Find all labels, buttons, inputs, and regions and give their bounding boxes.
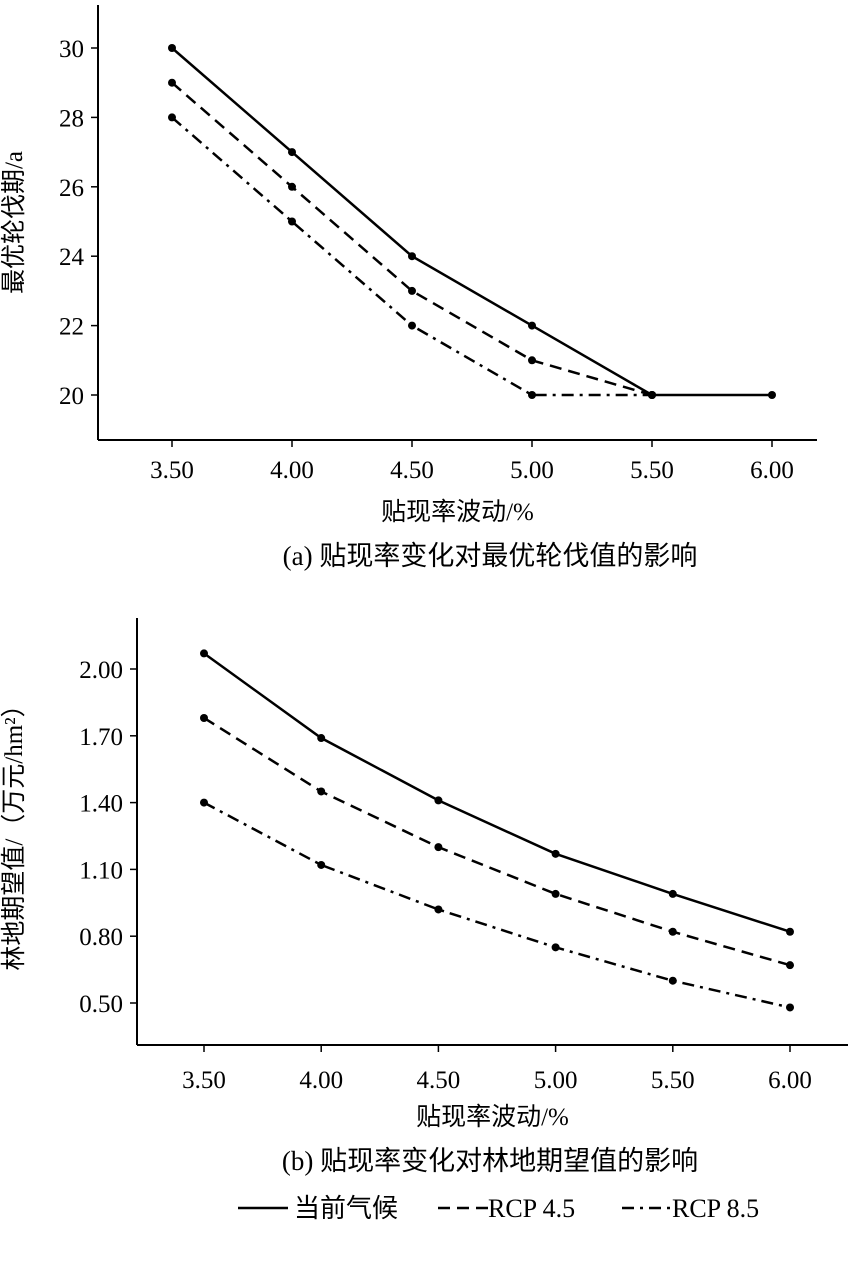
data-point	[317, 787, 326, 796]
x-tick-label: 4.50	[390, 457, 434, 484]
y-axis-label: 林地期望值/（万元/hm²）	[0, 692, 28, 970]
data-point	[317, 860, 326, 869]
data-point	[408, 321, 416, 330]
x-tick-label: 4.50	[417, 1067, 461, 1094]
series-line-dashed	[203, 716, 791, 967]
legend-label: RCP 4.5	[488, 1194, 575, 1223]
x-tick-label: 3.50	[150, 457, 194, 484]
chart-title: (a) 贴现率变化对最优轮伐值的影响	[283, 541, 698, 571]
data-point	[551, 849, 560, 858]
y-tick-label: 30	[59, 36, 84, 63]
data-point	[408, 286, 416, 295]
data-point	[200, 649, 208, 658]
y-tick-label: 26	[59, 175, 84, 202]
data-point	[768, 391, 776, 399]
data-point	[668, 889, 677, 898]
data-point	[288, 217, 296, 226]
data-point	[528, 391, 536, 399]
data-point	[551, 943, 560, 952]
x-axis-label: 贴现率波动/%	[381, 498, 534, 526]
y-tick-label: 24	[59, 244, 85, 271]
y-tick-label: 22	[59, 314, 84, 341]
data-point	[434, 796, 443, 805]
x-tick-label: 3.50	[182, 1067, 226, 1094]
x-tick-label: 5.50	[651, 1067, 695, 1094]
data-point	[786, 1003, 794, 1012]
data-point	[528, 321, 536, 330]
x-tick-label: 5.50	[630, 457, 674, 484]
x-tick-label: 5.00	[510, 457, 554, 484]
data-point	[168, 44, 176, 52]
data-point	[668, 927, 677, 936]
data-point	[434, 905, 443, 914]
data-point	[434, 843, 443, 852]
chart-title: (b) 贴现率变化对林地期望值的影响	[282, 1146, 698, 1176]
x-axis-label: 贴现率波动/%	[416, 1103, 569, 1131]
x-tick-label: 6.00	[750, 457, 794, 484]
data-point	[200, 798, 208, 807]
data-point	[168, 78, 176, 87]
data-point	[168, 113, 176, 122]
series-line-dashdot	[203, 801, 791, 1009]
y-tick-label: 1.10	[79, 857, 123, 884]
series-line-solid	[203, 652, 791, 933]
x-tick-label: 6.00	[768, 1067, 812, 1094]
legend-label: RCP 8.5	[672, 1194, 759, 1223]
y-tick-label: 0.50	[79, 991, 123, 1018]
y-tick-label: 0.80	[79, 924, 123, 951]
x-tick-label: 4.00	[299, 1067, 343, 1094]
x-tick-label: 4.00	[270, 457, 314, 484]
series-line-solid	[171, 47, 772, 397]
data-point	[528, 356, 536, 365]
y-tick-label: 1.70	[79, 724, 123, 751]
y-tick-label: 1.40	[79, 791, 123, 818]
data-point	[408, 252, 416, 261]
y-tick-label: 2.00	[79, 657, 123, 684]
data-point	[648, 391, 656, 399]
data-point	[786, 927, 794, 936]
data-point	[786, 961, 794, 970]
series-line-dashed	[171, 81, 653, 397]
x-tick-label: 5.00	[534, 1067, 578, 1094]
data-point	[288, 148, 296, 157]
legend-label: 当前气候	[294, 1194, 398, 1223]
data-point	[288, 182, 296, 191]
data-point	[668, 976, 677, 985]
data-point	[551, 889, 560, 898]
y-tick-label: 28	[59, 105, 84, 132]
y-tick-label: 20	[59, 383, 84, 410]
data-point	[317, 734, 326, 743]
y-axis-label: 最优轮伐期/a	[0, 151, 28, 294]
data-point	[200, 713, 208, 722]
